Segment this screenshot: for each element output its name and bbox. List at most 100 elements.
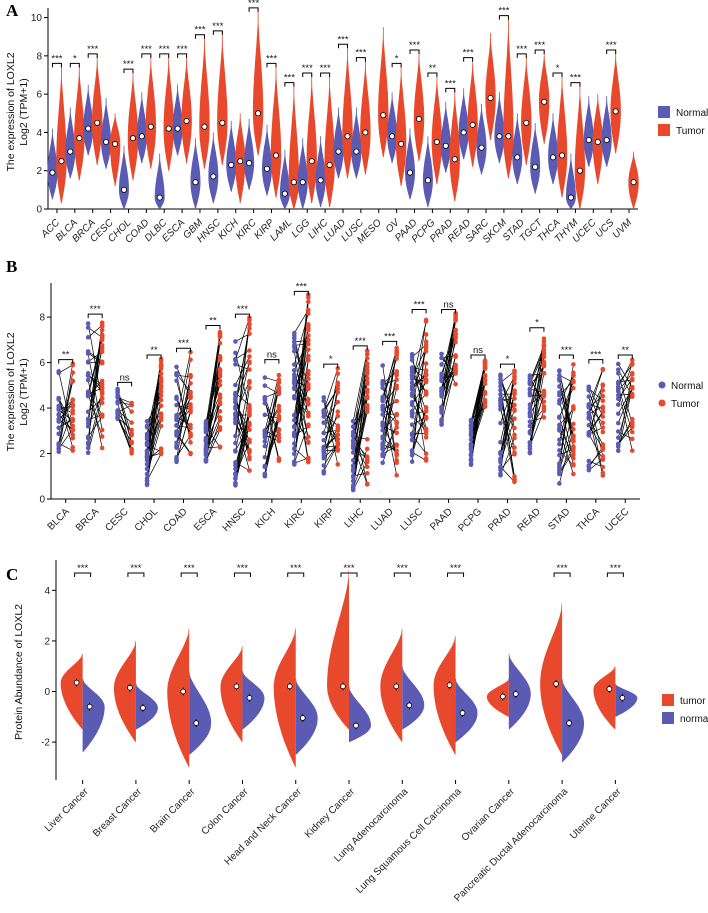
panel-c-y-label: Protein Abundance of LOXL2 bbox=[13, 604, 25, 740]
panel-b-point-tumor bbox=[306, 423, 311, 429]
panel-b-sig-label: *** bbox=[237, 304, 248, 315]
panel-b-pair-line bbox=[264, 398, 280, 459]
panel-a-median-tumor bbox=[523, 119, 530, 126]
panel-b-point-normal bbox=[262, 400, 268, 406]
panel-b-point-tumor bbox=[423, 451, 429, 456]
panel-b-point-normal bbox=[439, 417, 444, 423]
panel-b-sig-label: ** bbox=[62, 350, 70, 361]
panel-b-point-normal bbox=[292, 430, 297, 435]
panel-b-point-normal bbox=[233, 399, 238, 405]
panel-b-pair-line bbox=[294, 343, 309, 346]
panel-b-point-tumor bbox=[423, 391, 429, 396]
panel-b-point-normal bbox=[233, 433, 238, 439]
panel-b-pair-line bbox=[87, 380, 103, 449]
panel-b-point-tumor bbox=[99, 342, 105, 348]
panel-a-sig-label: *** bbox=[123, 59, 134, 70]
panel-b-point-tumor bbox=[276, 438, 282, 444]
panel-a-sig-bracket bbox=[212, 30, 223, 35]
panel-a-median-tumor bbox=[576, 167, 583, 174]
panel-a-violin-tumor bbox=[431, 75, 443, 185]
panel-b-point-tumor bbox=[129, 409, 134, 414]
panel-b-pair-line bbox=[500, 452, 515, 471]
panel-c-sig-bracket bbox=[553, 572, 571, 577]
panel-b-point-normal bbox=[321, 408, 327, 413]
panel-c-y-tick-label: 0 bbox=[44, 687, 50, 698]
panel-b-pair-line bbox=[441, 318, 456, 390]
panel-b-point-tumor bbox=[364, 361, 370, 366]
panel-b-x-tick-label: ESCA bbox=[192, 506, 219, 533]
panel-b-point-tumor bbox=[247, 405, 252, 411]
panel-b-pair-line bbox=[264, 377, 279, 382]
panel-a-legend-swatch bbox=[658, 106, 670, 118]
panel-b-point-tumor bbox=[306, 372, 311, 377]
panel-b-point-normal bbox=[262, 412, 268, 418]
panel-b-point-tumor bbox=[70, 361, 76, 367]
panel-b-pair-line bbox=[293, 399, 309, 449]
panel-b-point-tumor bbox=[276, 456, 282, 461]
panel-b-point-tumor bbox=[306, 410, 311, 416]
panel-b-point-normal bbox=[233, 350, 238, 356]
panel-b-point-tumor bbox=[129, 431, 134, 436]
panel-b-point-tumor bbox=[364, 470, 370, 476]
panel-b-sig-bracket bbox=[293, 290, 309, 296]
panel-b-pair-line bbox=[529, 393, 545, 405]
panel-b-pair-line bbox=[264, 434, 280, 442]
panel-b-point-normal bbox=[233, 406, 238, 411]
panel-b-sig-bracket bbox=[470, 354, 486, 360]
panel-b-point-tumor bbox=[629, 361, 635, 366]
panel-b-point-normal bbox=[144, 419, 150, 424]
panel-b-point-normal bbox=[615, 411, 621, 416]
panel-b-point-normal bbox=[468, 433, 474, 438]
panel-b-point-tumor bbox=[217, 374, 223, 379]
panel-b-point-normal bbox=[527, 440, 533, 446]
panel-b-pair-line bbox=[500, 400, 515, 448]
panel-b-pair-line bbox=[441, 365, 456, 425]
panel-b-point-tumor bbox=[600, 425, 606, 430]
panel-a-median-normal bbox=[85, 125, 92, 132]
panel-b-pair-line bbox=[294, 457, 309, 464]
panel-a-sig-bracket bbox=[302, 72, 313, 77]
panel-b-x-tick-label: LUAD bbox=[369, 506, 396, 533]
panel-b-point-tumor bbox=[629, 394, 635, 399]
panel-c-sig-label: *** bbox=[130, 563, 141, 574]
panel-a-median-normal bbox=[299, 179, 306, 186]
panel-b-point-tumor bbox=[571, 373, 576, 378]
panel-b-point-tumor bbox=[247, 354, 252, 359]
panel-c-violin-tumor bbox=[593, 666, 616, 730]
panel-c-violin-normal bbox=[189, 671, 212, 755]
panel-b-pair-line bbox=[264, 405, 280, 433]
panel-b-point-tumor bbox=[512, 391, 517, 396]
panel-b-point-tumor bbox=[482, 404, 488, 409]
panel-b-point-tumor bbox=[423, 342, 429, 348]
panel-b-point-tumor bbox=[512, 416, 517, 421]
panel-a-sig-bracket bbox=[194, 34, 205, 39]
panel-a-sig-label: *** bbox=[194, 25, 205, 36]
panel-b-point-normal bbox=[144, 434, 150, 439]
panel-b-point-tumor bbox=[600, 398, 606, 404]
panel-b-point-tumor bbox=[423, 319, 429, 324]
panel-b-point-tumor bbox=[276, 427, 282, 433]
panel-a-sig-label: *** bbox=[248, 0, 259, 9]
panel-b-pair-line bbox=[293, 329, 309, 399]
panel-b-point-tumor bbox=[129, 451, 134, 456]
panel-b-pair-line bbox=[323, 413, 339, 426]
panel-b-point-tumor bbox=[453, 354, 458, 360]
panel-b-point-normal bbox=[350, 450, 356, 455]
panel-b-pair-line bbox=[500, 376, 515, 404]
panel-a-median-normal bbox=[567, 194, 574, 201]
panel-b-point-tumor bbox=[571, 385, 576, 391]
panel-b-pair-line bbox=[352, 370, 368, 486]
panel-a-violin-tumor bbox=[556, 75, 568, 198]
panel-b-pair-line bbox=[559, 447, 574, 473]
panel-b-pair-line bbox=[382, 352, 398, 439]
panel-b-pair-line bbox=[559, 400, 574, 459]
panel-b-point-normal bbox=[498, 376, 503, 382]
panel-b-point-normal bbox=[262, 439, 268, 444]
panel-a-violin-normal bbox=[101, 98, 112, 169]
panel-b-point-tumor bbox=[217, 427, 223, 433]
panel-a-median-tumor bbox=[255, 110, 262, 117]
panel-b-sig-label: * bbox=[506, 354, 510, 365]
panel-a-median-tumor bbox=[237, 158, 244, 165]
panel-b-point-tumor bbox=[600, 382, 606, 388]
panel-b-pair-line bbox=[352, 440, 368, 457]
